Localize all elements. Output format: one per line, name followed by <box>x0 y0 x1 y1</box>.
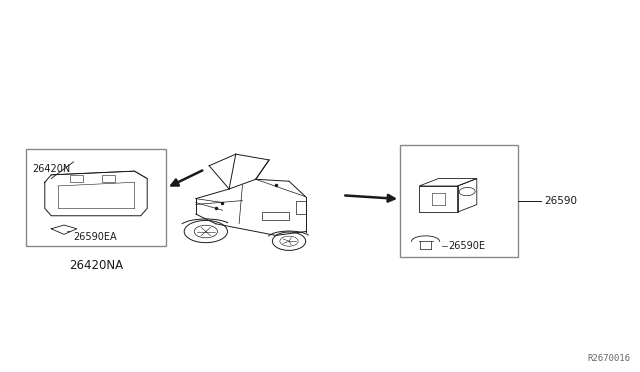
Text: 26420NA: 26420NA <box>69 259 123 272</box>
Text: 26590E: 26590E <box>448 241 485 250</box>
Bar <box>26 149 166 246</box>
Bar <box>102 175 115 182</box>
Text: 26590EA: 26590EA <box>74 232 117 243</box>
Bar <box>262 212 289 220</box>
Bar <box>70 175 83 182</box>
Bar <box>400 145 518 257</box>
Text: 26420N: 26420N <box>32 164 70 174</box>
Bar <box>419 186 458 212</box>
Text: 26590: 26590 <box>544 196 577 206</box>
Bar <box>296 201 306 214</box>
Text: R2670016: R2670016 <box>588 354 630 363</box>
